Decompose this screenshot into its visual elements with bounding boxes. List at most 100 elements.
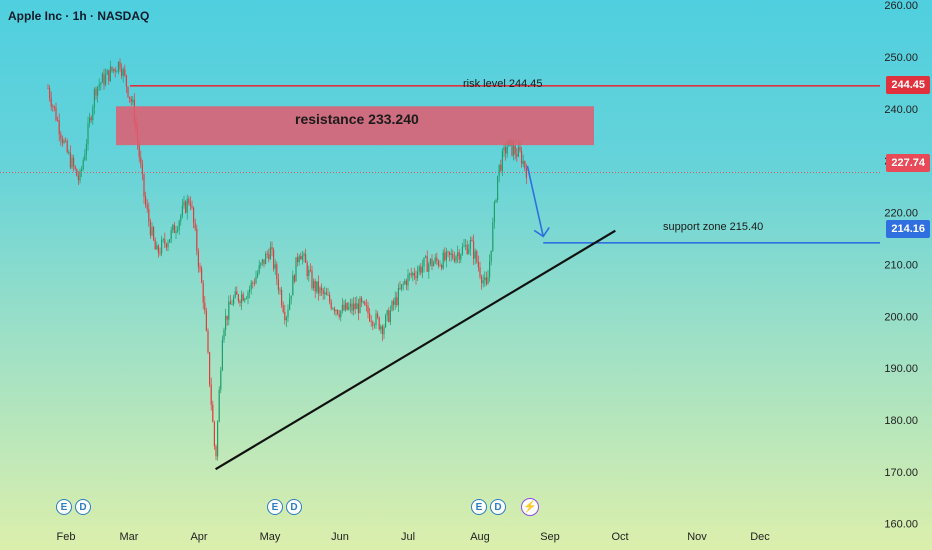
candle-body [173, 224, 175, 233]
candle-body [477, 262, 479, 268]
candle-body [311, 270, 313, 289]
dividend-event-icon[interactable]: D [75, 499, 91, 515]
candle-body [170, 230, 172, 240]
candle-body [141, 164, 143, 175]
candle-body [71, 157, 73, 168]
candle-body [460, 254, 462, 260]
x-tick-label: Jun [331, 531, 349, 543]
candle-body [303, 253, 305, 256]
candle-body [194, 222, 196, 229]
candle-body [378, 317, 380, 330]
candle-body [417, 271, 419, 278]
candle-body [431, 258, 433, 267]
candle-body [493, 202, 495, 223]
candle-body [297, 257, 299, 263]
candle-body [439, 264, 441, 266]
candle-body [68, 152, 70, 154]
candle-body [325, 292, 327, 295]
candle-body [367, 305, 369, 314]
risk-price-tag: 244.45 [886, 76, 930, 94]
earnings-event-icon[interactable]: E [267, 499, 283, 515]
candle-body [106, 70, 108, 75]
candle-body [181, 205, 183, 216]
earnings-event-icon[interactable]: E [471, 499, 487, 515]
candle-body [52, 106, 54, 107]
candle-body [279, 289, 281, 291]
candle-body [506, 146, 508, 154]
candle-body [396, 297, 398, 306]
dividend-event-icon[interactable]: D [286, 499, 302, 515]
candle-body [197, 251, 199, 267]
candle-body [231, 304, 233, 306]
y-tick-label: 160.00 [884, 519, 918, 531]
candle-body [521, 151, 523, 164]
chart-title: Apple Inc · 1h · NASDAQ [8, 9, 150, 23]
candle-body [255, 276, 257, 284]
candle-body [119, 61, 121, 69]
candle-body [324, 292, 326, 294]
projection-arrow[interactable] [526, 165, 545, 237]
candle-body [401, 284, 403, 289]
candle-body [77, 176, 79, 181]
candle-body [250, 282, 252, 290]
candle-body [84, 154, 86, 161]
x-tick-label: Dec [750, 531, 770, 543]
dividend-event-icon[interactable]: D [490, 499, 506, 515]
candle-body [244, 298, 246, 301]
candle-body [266, 253, 268, 255]
trendline[interactable] [215, 229, 616, 471]
candle-body [263, 259, 265, 265]
candle-body [373, 324, 375, 326]
candle-body [516, 153, 518, 157]
candle-body [309, 269, 311, 271]
candle-body [433, 262, 435, 267]
candle-body [407, 274, 409, 286]
candle-body [129, 96, 131, 99]
candle-body [317, 281, 319, 294]
candle-body [381, 326, 383, 335]
candle-body [79, 170, 81, 181]
candle-body [228, 301, 230, 320]
candle-body [175, 231, 177, 233]
resistance-zone[interactable] [116, 106, 594, 146]
candle-body [151, 227, 153, 236]
candle-body [252, 282, 254, 284]
candle-body [204, 302, 206, 311]
candle-body [108, 70, 110, 81]
candle-body [183, 201, 185, 206]
candle-body [261, 259, 263, 263]
candle-body [441, 264, 443, 269]
candle-body [322, 290, 324, 294]
candle-body [469, 239, 471, 249]
candle-body [65, 140, 67, 142]
earnings-event-icon[interactable]: E [56, 499, 72, 515]
candle-body [61, 138, 63, 144]
candle-body [377, 313, 379, 318]
candle-body [274, 264, 276, 269]
y-tick-label: 170.00 [884, 467, 918, 479]
candle-body [220, 370, 222, 390]
candle-body [273, 249, 275, 269]
support-price-tag: 214.16 [886, 220, 930, 238]
candle-body [237, 294, 239, 302]
candle-body [132, 99, 134, 102]
candle-body [490, 250, 492, 262]
candle-body [63, 140, 65, 144]
candle-body [189, 203, 191, 206]
candle-body [284, 311, 286, 321]
support-zone-label: support zone 215.40 [663, 221, 764, 233]
candle-body [332, 308, 334, 310]
candle-body [180, 215, 182, 222]
bolt-icon[interactable]: ⚡ [521, 498, 539, 516]
candle-body [479, 267, 481, 277]
candle-body [372, 321, 374, 326]
candle-body [101, 74, 103, 83]
candle-body [209, 352, 211, 385]
y-tick-label: 240.00 [884, 104, 918, 116]
candle-body [313, 280, 315, 289]
candle-body [210, 384, 212, 405]
candle-body [121, 68, 123, 76]
candle-body [308, 269, 310, 277]
candle-body [425, 256, 427, 258]
